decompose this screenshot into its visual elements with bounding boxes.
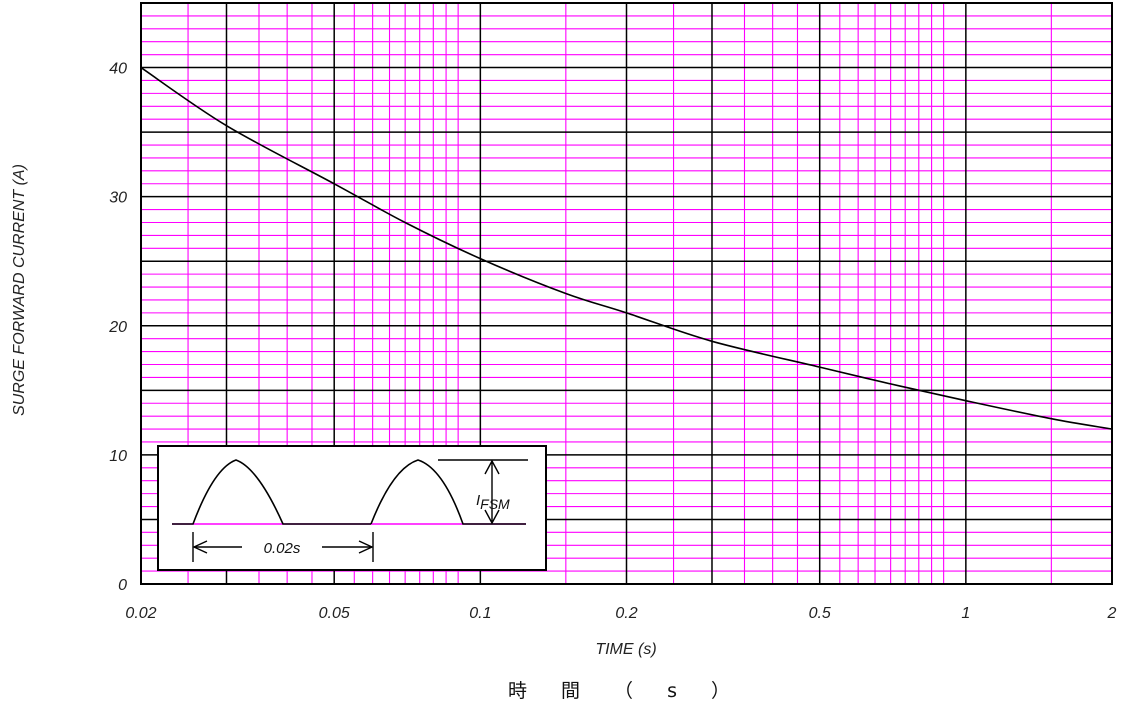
y-tick-label: 40 bbox=[109, 61, 127, 78]
x-tick-label: 0.1 bbox=[469, 605, 491, 622]
ifsm-label-subscript: FSM bbox=[480, 496, 510, 512]
y-axis-title: SURGE FORWARD CURRENT (A) bbox=[11, 164, 28, 416]
x-tick-label: 2 bbox=[1107, 605, 1117, 622]
y-tick-label: 30 bbox=[109, 190, 127, 207]
y-tick-label: 20 bbox=[108, 319, 127, 336]
surge-current-curve bbox=[140, 66, 1113, 430]
inset-box bbox=[157, 445, 547, 571]
y-tick-labels: 0 10 20 30 40 bbox=[108, 61, 127, 594]
ifsm-label: IFSM bbox=[476, 492, 510, 512]
half-sine-pulse-1 bbox=[172, 459, 371, 525]
x-tick-label: 0.05 bbox=[319, 605, 350, 622]
period-label: 0.02s bbox=[264, 540, 301, 557]
x-tick-label: 0.2 bbox=[615, 605, 637, 622]
waveform-inset: IFSM 0.02s bbox=[157, 445, 547, 571]
x-tick-label: 0.5 bbox=[809, 605, 831, 622]
current-arrow-down bbox=[484, 509, 500, 525]
x-axis-title: TIME (s) bbox=[595, 641, 656, 658]
y-tick-label: 10 bbox=[109, 448, 127, 465]
plot-frame bbox=[140, 2, 1113, 585]
period-arrow-right bbox=[358, 540, 374, 554]
half-sine-pulse-2 bbox=[370, 459, 526, 525]
current-arrow-up bbox=[484, 459, 500, 475]
x-tick-label: 1 bbox=[961, 605, 970, 622]
x-tick-label: 0.02 bbox=[125, 605, 156, 622]
x-tick-labels: 0.02 0.05 0.1 0.2 0.5 1 2 bbox=[125, 605, 1116, 622]
ifsm-label-main: I bbox=[476, 492, 480, 509]
y-tick-label: 0 bbox=[118, 577, 127, 594]
period-arrow-left bbox=[192, 540, 208, 554]
x-axis-subtitle: 時 間 （ s ） bbox=[508, 680, 744, 702]
